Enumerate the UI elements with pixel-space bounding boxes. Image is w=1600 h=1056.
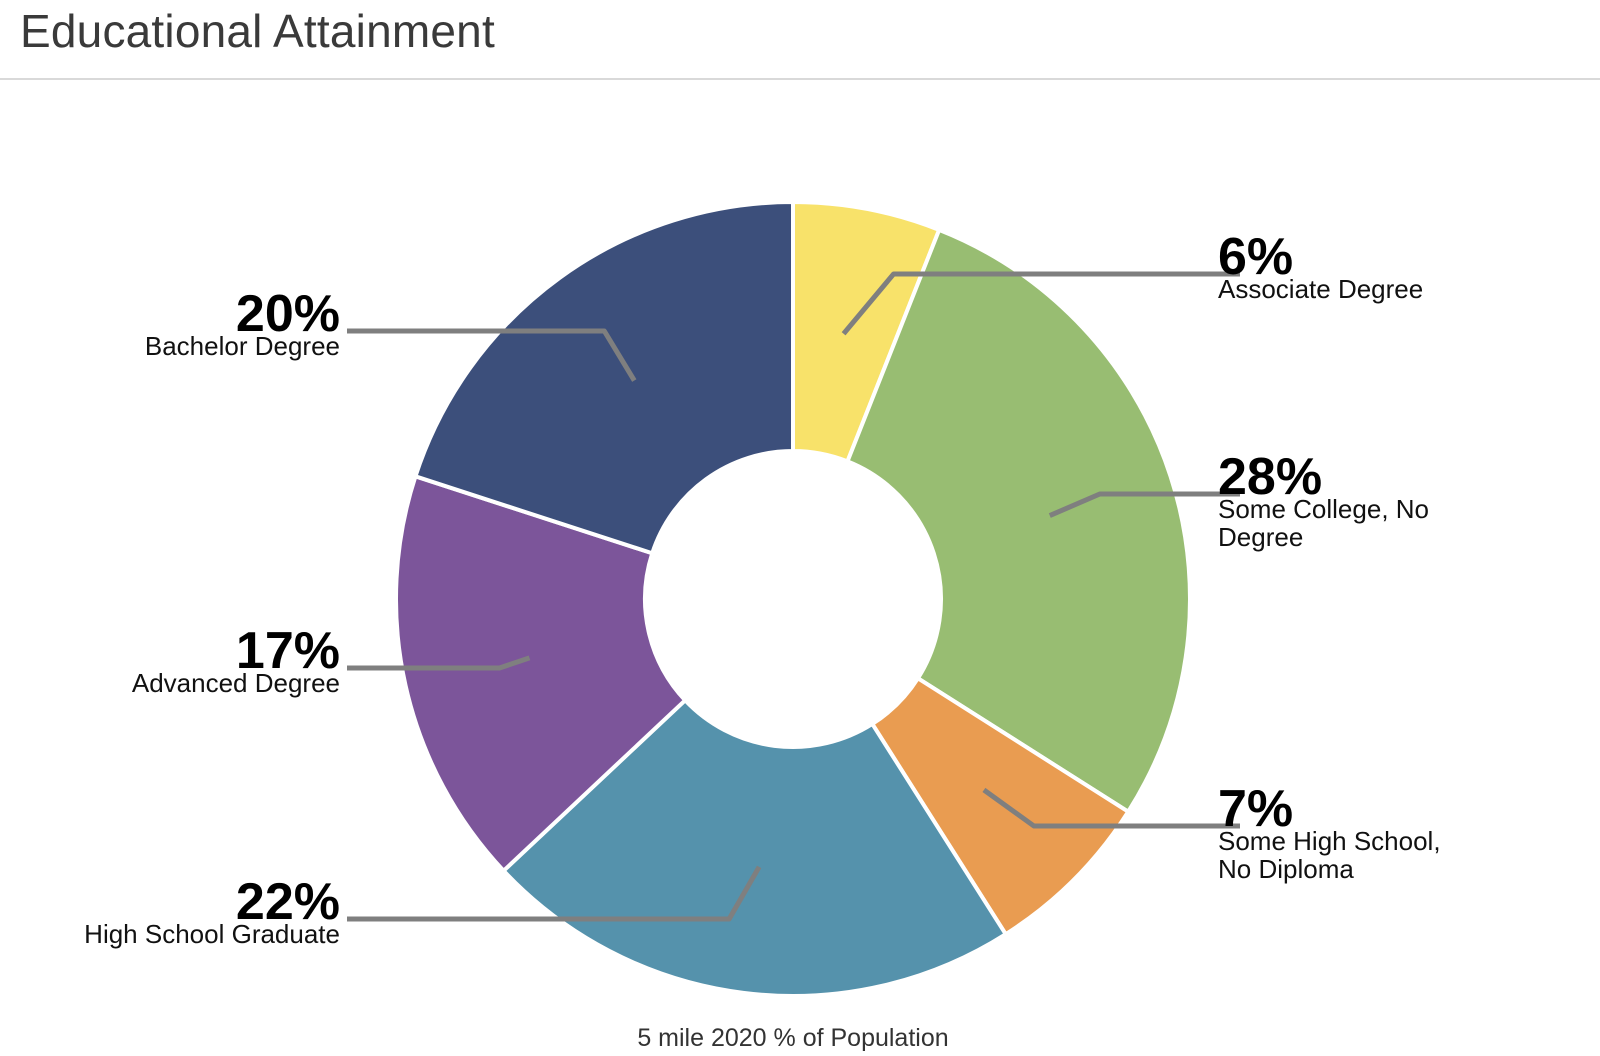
donut-slices (394, 200, 1192, 998)
pct-label-some-college-no-degree: 28% (1218, 448, 1322, 506)
category-label-associate-degree: Associate Degree (1218, 274, 1423, 304)
category-label-advanced-degree: Advanced Degree (132, 668, 340, 698)
leader-line-high-school-graduate (347, 865, 762, 922)
slice-some-college-no-degree (845, 227, 1192, 814)
pct-label-associate-degree: 6% (1218, 228, 1293, 286)
category-label-some-college-no-degree-line-2: Degree (1218, 522, 1303, 552)
slice-labels: 6%Associate Degree 28%Some College, NoDeg… (84, 228, 1440, 949)
category-label-high-school-graduate: High School Graduate (84, 919, 340, 949)
chart-caption: 5 mile 2020 % of Population (637, 1024, 948, 1052)
pct-label-high-school-graduate: 22% (236, 873, 340, 931)
pct-label-some-high-school-no-diploma: 7% (1218, 780, 1293, 838)
pct-label-advanced-degree: 17% (236, 622, 340, 680)
leader-line-advanced-degree (347, 655, 531, 671)
header: Educational Attainment (0, 0, 1600, 80)
category-label-some-high-school-no-diploma-line-2: No Diploma (1218, 854, 1354, 884)
page-title: Educational Attainment (20, 5, 495, 57)
leader-line-bachelor-degree (347, 328, 637, 382)
category-label-bachelor-degree: Bachelor Degree (145, 331, 340, 361)
leader-lines (347, 271, 1240, 922)
leader-line-some-high-school-no-diploma (982, 787, 1240, 829)
leader-line-associate-degree (841, 271, 1240, 336)
category-label-some-college-no-degree-line-1: Some College, No (1218, 494, 1429, 524)
slice-bachelor-degree (413, 200, 795, 556)
category-label-some-high-school-no-diploma-line-1: Some High School, (1218, 826, 1441, 856)
slice-advanced-degree (394, 474, 688, 873)
leader-line-some-college-no-degree (1048, 491, 1240, 518)
pct-label-bachelor-degree: 20% (236, 285, 340, 343)
